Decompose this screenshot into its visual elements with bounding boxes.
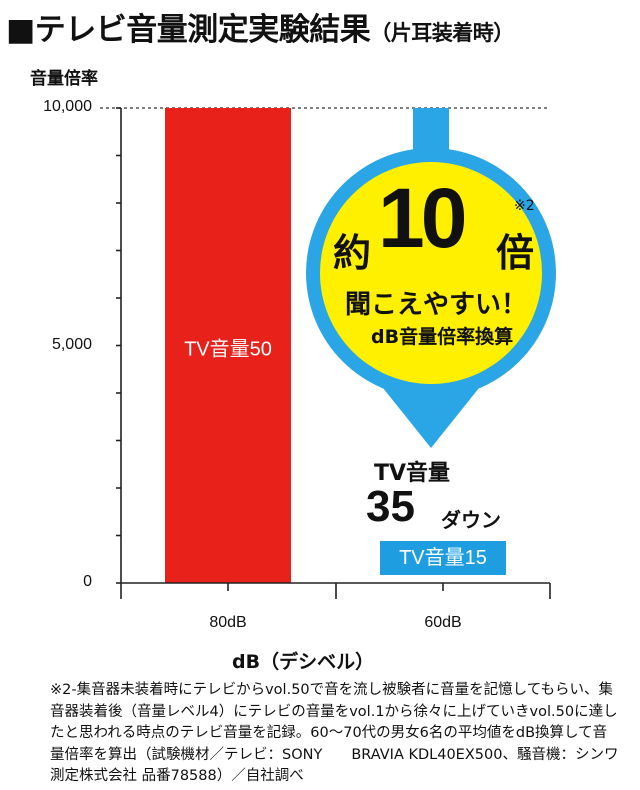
bar-label: TV音量50: [184, 338, 272, 361]
callout-line2: dB音量倍率換算: [371, 326, 514, 348]
y-axis-label: 音量倍率: [30, 69, 98, 89]
callout-note-mark: ※2: [514, 198, 535, 214]
callout-line1: 聞こえやすい！: [345, 290, 528, 320]
down-label: TV音量: [374, 461, 451, 486]
page-title: ■テレビ音量測定実験結果（片耳装着時）: [6, 12, 514, 48]
y-tick-label: 10,000: [43, 98, 92, 115]
bar-label: TV音量15: [380, 541, 506, 575]
callout-approx: 約: [333, 231, 372, 275]
footnote: ※2-集音器未装着時にテレビからvol.50で音を流し被験者に音量を記憶してもら…: [50, 682, 619, 784]
bar: [165, 108, 291, 583]
callout-number: 10: [378, 171, 467, 265]
x-axis-label: dB（デシベル）: [232, 651, 375, 673]
x-tick-label: 60dB: [424, 614, 462, 631]
callout-multiplier: 倍: [496, 231, 535, 275]
arrow-head: [383, 388, 479, 448]
callout-circle: [320, 162, 542, 384]
x-tick-label: 80dB: [209, 614, 247, 631]
y-tick-label: 5,000: [51, 336, 92, 353]
y-tick-label: 0: [83, 573, 92, 590]
down-unit: ダウン: [441, 508, 501, 532]
down-amount: 35: [366, 482, 415, 531]
page-subtitle: （片耳装着時）: [370, 21, 514, 45]
